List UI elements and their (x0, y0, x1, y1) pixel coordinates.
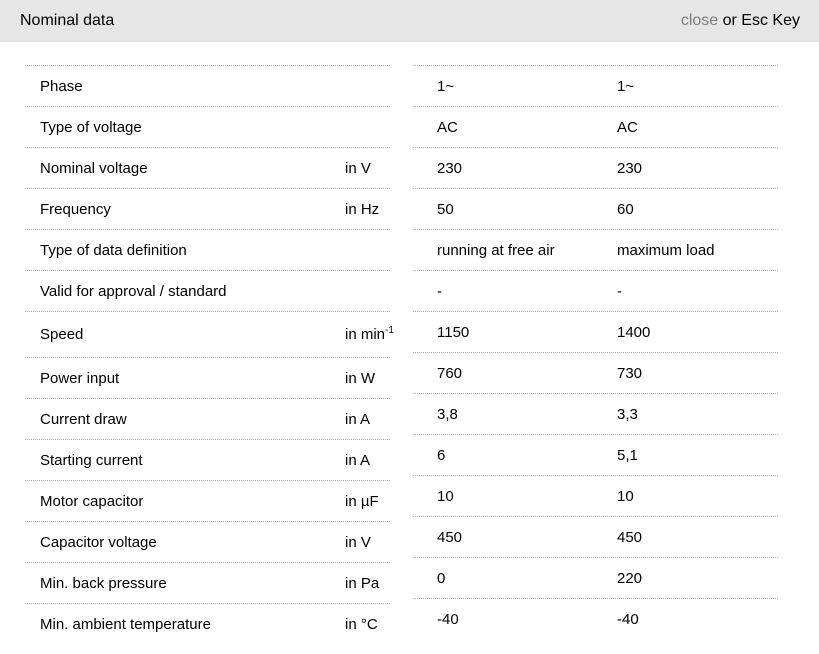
row-unit-text: in °C (345, 615, 378, 633)
row-label: Type of data definition (40, 241, 187, 259)
row-label: Starting current (40, 451, 143, 469)
row-label: Type of voltage (40, 118, 142, 136)
row-unit: in °C (345, 616, 390, 633)
row-unit-text: in A (345, 451, 371, 469)
table-row-capacitor-voltage: Capacitor voltage in V (25, 521, 390, 562)
close-area: close or Esc Key (681, 12, 800, 30)
row-unit-text: in V (345, 159, 371, 177)
row-value-col2: 5,1 (617, 446, 638, 464)
row-value-col2: 220 (617, 569, 643, 587)
row-value-col2: 1400 (617, 323, 651, 341)
row-label: Speed (40, 326, 84, 343)
row-value-col2: maximum load (617, 241, 715, 259)
row-unit: in µF (345, 493, 390, 510)
table-row-values: 50 60 (413, 188, 778, 229)
row-unit-text: in Pa (345, 574, 380, 592)
table-row-type-of-voltage: Type of voltage (25, 106, 390, 147)
table-row-valid-for-approval: Valid for approval / standard (25, 270, 390, 311)
table-row-power-input: Power input in W (25, 357, 390, 398)
table-row-values: - - (413, 270, 778, 311)
table-row-values: 0 220 (413, 557, 778, 598)
row-value-col2: - (617, 282, 622, 300)
row-value-col2: -40 (617, 610, 639, 628)
table-row-values: 230 230 (413, 147, 778, 188)
row-value-col1: 760 (437, 364, 463, 382)
row-value-col1: 3,8 (437, 405, 458, 423)
row-unit: in W (345, 370, 390, 387)
row-value-col1: 230 (437, 159, 463, 177)
row-unit: in Hz (345, 201, 390, 218)
row-label: Nominal voltage (40, 159, 148, 177)
table-row-nominal-voltage: Nominal voltage in V (25, 147, 390, 188)
dialog-title: Nominal data (20, 12, 115, 29)
row-value-col1: 1150 (437, 323, 470, 341)
row-value-col1: -40 (437, 610, 459, 628)
row-value-col1: 6 (437, 446, 446, 464)
table-row-motor-capacitor: Motor capacitor in µF (25, 480, 390, 521)
row-value-col2: 450 (617, 528, 643, 546)
table-row-speed: Speed in min-1 (25, 311, 394, 357)
row-unit: in min-1 (345, 325, 394, 344)
table-row-starting-current: Starting current in A (25, 439, 390, 480)
row-value-col1: 1~ (437, 77, 455, 95)
table-row-values: 6 5,1 (413, 434, 778, 475)
table-row-values: running at free air maximum load (413, 229, 778, 270)
close-button[interactable]: close (680, 12, 719, 29)
spec-table-labels: Phase Type of voltage Nominal voltage in… (25, 65, 394, 644)
row-unit: in V (345, 534, 390, 551)
row-unit: in A (345, 452, 390, 469)
row-value-col2: 60 (617, 200, 634, 218)
table-row-values: 760 730 (413, 352, 778, 393)
row-unit-text: in Hz (345, 200, 380, 218)
table-row-values: 1~ 1~ (413, 65, 778, 106)
row-unit-text: in min (345, 326, 386, 343)
row-unit-text: in W (345, 369, 375, 387)
table-row-values: -40 -40 (413, 598, 778, 639)
table-row-current-draw: Current draw in A (25, 398, 390, 439)
row-value-col1: 0 (437, 569, 446, 587)
dialog-header: Nominal data close or Esc Key (0, 0, 819, 42)
table-row-min-back-pressure: Min. back pressure in Pa (25, 562, 390, 603)
row-value-col1: 450 (437, 528, 463, 546)
row-unit-text: in A (345, 410, 371, 428)
row-value-col2: 1~ (617, 77, 635, 95)
table-row-type-of-data-definition: Type of data definition (25, 229, 390, 270)
table-row-values: 10 10 (413, 475, 778, 516)
esc-key-hint: or Esc Key (718, 12, 800, 29)
row-label: Valid for approval / standard (40, 282, 227, 300)
row-unit: in Pa (345, 575, 390, 592)
row-value-col2: 730 (617, 364, 643, 382)
row-label: Capacitor voltage (40, 533, 157, 551)
row-value-col1: 10 (437, 487, 454, 505)
table-row-frequency: Frequency in Hz (25, 188, 390, 229)
table-row-values: AC AC (413, 106, 778, 147)
row-value-col1: - (437, 282, 442, 300)
row-label: Power input (40, 369, 120, 387)
table-row-values: 1150 1400 (413, 311, 778, 352)
row-value-col1: AC (437, 118, 458, 136)
table-row-min-ambient-temperature: Min. ambient temperature in °C (25, 603, 390, 644)
row-unit-text: in µF (345, 492, 379, 510)
row-label: Motor capacitor (40, 492, 144, 510)
row-value-col2: 10 (617, 487, 634, 505)
spec-table-values: 1~ 1~ AC AC 230 230 50 60 running at fre… (413, 65, 778, 639)
row-label: Frequency (40, 200, 111, 218)
row-label: Phase (40, 77, 83, 95)
row-value-col2: 230 (617, 159, 643, 177)
table-row-values: 450 450 (413, 516, 778, 557)
row-label: Min. back pressure (40, 574, 167, 592)
table-row-phase: Phase (25, 65, 390, 106)
row-unit: in A (345, 411, 390, 428)
row-value-col2: AC (617, 118, 638, 136)
row-value-col1: running at free air (437, 241, 555, 259)
row-value-col2: 3,3 (617, 405, 638, 423)
row-value-col1: 50 (437, 200, 454, 218)
table-row-values: 3,8 3,3 (413, 393, 778, 434)
row-label: Min. ambient temperature (40, 615, 211, 633)
row-unit-text: in V (345, 533, 371, 551)
row-unit: in V (345, 160, 390, 177)
row-label: Current draw (40, 410, 127, 428)
row-unit-sup: -1 (385, 325, 394, 336)
